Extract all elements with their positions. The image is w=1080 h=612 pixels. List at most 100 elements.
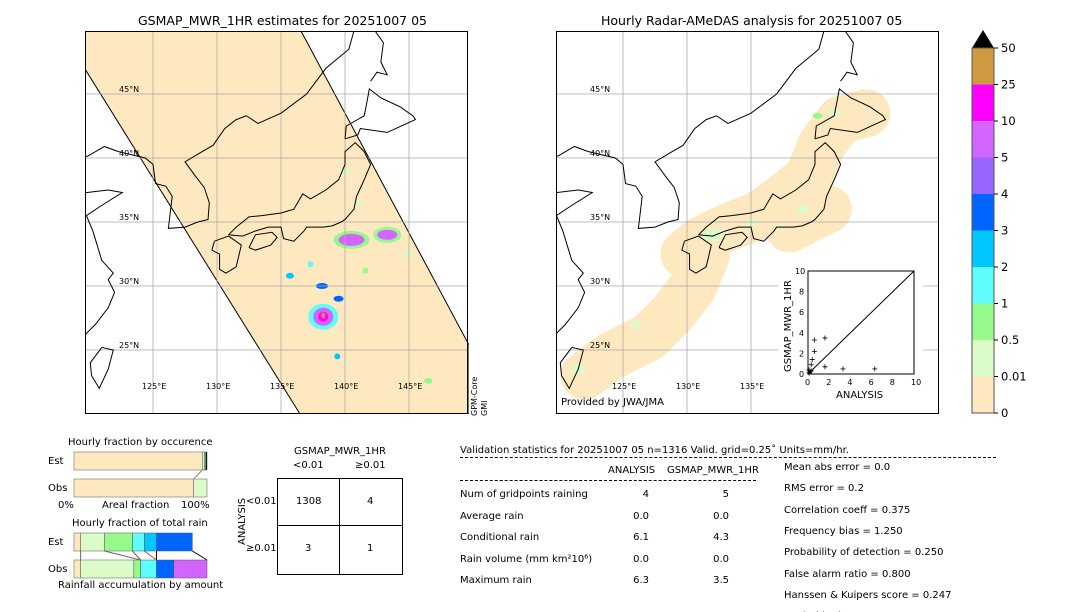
rain-cell — [321, 312, 326, 319]
y-tick-label: 4 — [799, 329, 804, 338]
data-point — [808, 362, 814, 368]
lat-label: 30°N — [119, 277, 139, 286]
colorbar-segment — [972, 303, 994, 340]
occ-est-label: Est — [48, 456, 64, 467]
coastline — [344, 87, 417, 140]
divider — [460, 457, 996, 458]
data-point — [808, 368, 814, 374]
lon-label: 130°E — [676, 382, 700, 391]
lat-label: 35°N — [590, 213, 610, 222]
score-line: Correlation coeff = 0.375 — [784, 504, 911, 516]
lon-label: 135°E — [740, 382, 764, 391]
rain-est-label: Est — [48, 537, 64, 548]
cell-false-alarm: 4 — [367, 496, 374, 507]
contingency-col-title: GSMAP_MWR_1HR — [294, 446, 386, 457]
colorbar-label: 0 — [1001, 406, 1008, 420]
x-axis-label: ANALYSIS — [836, 390, 883, 401]
validation-header: Validation statistics for 20251007 05 n=… — [460, 445, 849, 456]
x-tick-label: 8 — [890, 378, 895, 387]
stat-label: Maximum rain — [460, 575, 532, 586]
fraction-bars — [73, 451, 208, 579]
score-line: Frequency bias = 1.250 — [784, 525, 903, 537]
diagonal-line — [807, 270, 915, 375]
colorbar-label: 0.01 — [1001, 370, 1027, 384]
y-tick-label: 2 — [799, 349, 804, 358]
map-frame — [556, 31, 939, 414]
lon-label: 125°E — [612, 382, 636, 391]
coastline — [89, 346, 114, 390]
rain-obs-label: Obs — [48, 564, 68, 575]
scatter-inset: 00 2 2 4 4 6 6 8 8 10 10 ANALYSIS GSMAP_MWR_1HR — [778, 262, 923, 402]
colorbar-segment — [972, 376, 994, 413]
lon-label: 145°E — [398, 382, 422, 391]
rain-cell — [812, 112, 823, 119]
stat-analysis: 4 — [642, 489, 649, 500]
x-tick-label: 10 — [911, 378, 921, 387]
occurrence-title: Hourly fraction by occurence — [68, 437, 213, 448]
satellite-swath — [85, 31, 469, 414]
divider — [339, 478, 340, 574]
score-line: Hanssen & Kuipers score = 0.247 — [784, 589, 952, 601]
coastline — [248, 231, 278, 251]
rain-est-segment — [144, 532, 157, 552]
score-line: False alarm ratio = 0.800 — [784, 568, 911, 580]
coastline — [698, 141, 842, 242]
cell-hit-none: 1308 — [296, 496, 322, 507]
coastline — [718, 231, 748, 251]
rain-cell — [338, 233, 365, 246]
x-tick-label: 4 — [847, 378, 852, 387]
colorbar-segment — [972, 48, 994, 85]
radar-coverage — [560, 230, 731, 400]
right-map-title: Hourly Radar-AMeDAS analysis for 2025100… — [601, 13, 903, 28]
rain-obs-segment — [156, 559, 174, 579]
data-point — [806, 367, 812, 373]
connector — [144, 550, 157, 561]
coastline — [681, 235, 712, 274]
contingency-row-0: <0.01 — [246, 496, 277, 507]
coastline — [228, 141, 372, 242]
colorbar-label: 1 — [1001, 297, 1008, 311]
stat-gsmap: 0.0 — [713, 510, 729, 522]
rain-est-segment — [104, 532, 133, 552]
colorbar-label: 50 — [1001, 41, 1016, 55]
colorbar-segment — [972, 157, 994, 194]
lat-label: 45°N — [119, 85, 139, 94]
contingency-col-0: <0.01 — [293, 460, 324, 471]
occurrence-obs-segment — [193, 478, 208, 498]
rain-obs-segment — [133, 559, 141, 579]
data-point — [822, 364, 828, 370]
stat-analysis: 6.1 — [633, 532, 649, 543]
left-map-title: GSMAP_MWR_1HR estimates for 20251007 05 — [138, 13, 427, 28]
col-gsmap: GSMAP_MWR_1HR — [667, 465, 759, 476]
lat-label: 25°N — [119, 341, 139, 350]
cell-hit: 1 — [367, 543, 374, 554]
colorbar-segment — [972, 121, 994, 158]
y-axis-label: GSMAP_MWR_1HR — [783, 280, 794, 372]
colorbar-segment — [972, 84, 994, 121]
x-tick-label: 6 — [869, 378, 874, 387]
colorbar-segment — [972, 230, 994, 267]
occurrence-est-segment — [202, 451, 205, 471]
connector — [104, 550, 141, 561]
data-point — [872, 366, 878, 372]
stat-analysis: 0.0 — [633, 553, 649, 565]
coastline — [85, 31, 355, 229]
score-line: Mean abs error = 0.0 — [784, 462, 891, 473]
colorbar-extend-triangle — [972, 30, 994, 48]
rain-obs-segment — [140, 559, 157, 579]
coastline — [370, 31, 389, 82]
data-point — [822, 335, 828, 341]
data-point — [809, 357, 815, 363]
coastline — [556, 31, 825, 229]
stat-analysis: 6.3 — [633, 575, 649, 586]
lon-label: 140°E — [334, 382, 358, 391]
rain-cell — [333, 295, 344, 302]
rain-cell — [630, 320, 641, 329]
sensor-label: GPM-Core — [470, 376, 479, 416]
rain-obs-segment — [73, 559, 81, 579]
occurrence-est-segment — [205, 451, 208, 471]
divider — [460, 480, 756, 481]
rain-obs-segment — [173, 559, 208, 579]
stat-label: Rain volume (mm km²10⁶) — [460, 553, 593, 565]
